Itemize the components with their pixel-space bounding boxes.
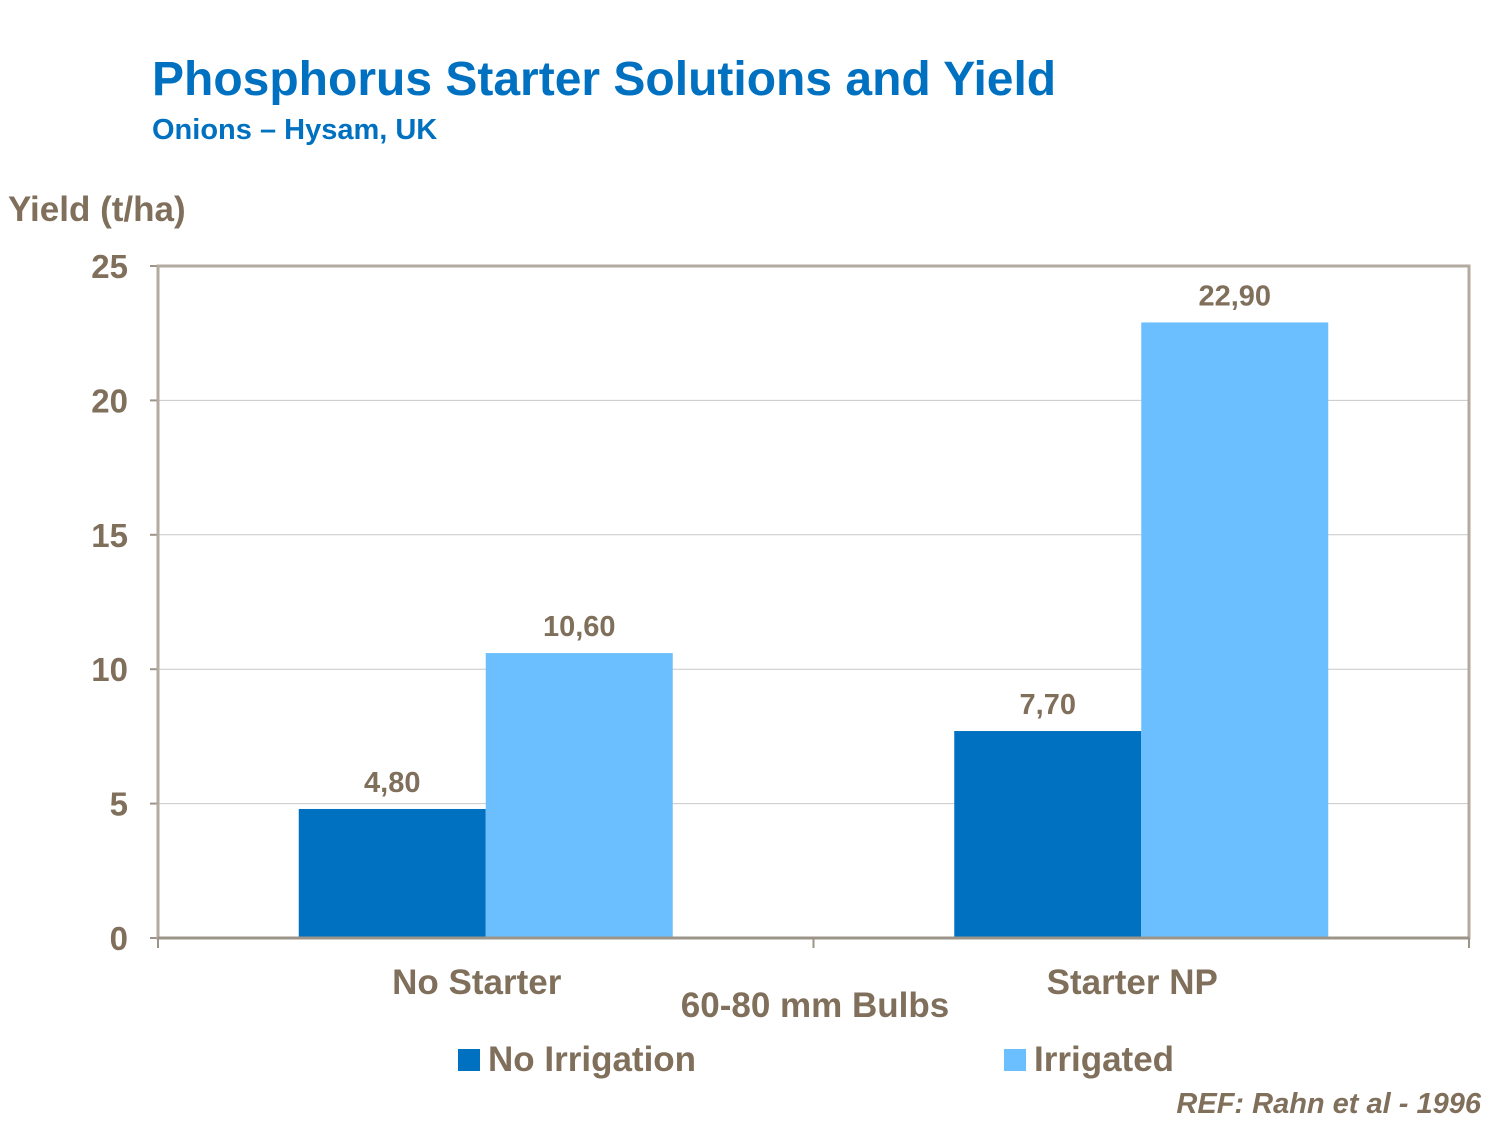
legend-swatch-no-irrigation: [458, 1049, 480, 1071]
data-label: 7,70: [1020, 689, 1076, 721]
y-tick-label: 5: [110, 786, 128, 823]
reference-text: : Rahn et al - 1996: [1234, 1088, 1481, 1120]
y-tick-label: 10: [91, 651, 128, 688]
bar-0-1: [954, 731, 1142, 938]
reference-note: REF: Rahn et al - 1996: [1176, 1088, 1481, 1121]
chart-title: Phosphorus Starter Solutions and Yield: [152, 53, 1057, 106]
y-tick-label: 0: [110, 920, 128, 957]
x-axis-label: 60-80 mm Bulbs: [680, 986, 950, 1025]
reference-prefix: REF: [1176, 1088, 1235, 1120]
y-tick-label: 20: [91, 382, 128, 419]
legend-label-irrigated: Irrigated: [1034, 1040, 1175, 1079]
category-label: Starter NP: [1047, 963, 1218, 1002]
bar-0-0: [298, 808, 486, 938]
category-label: No Starter: [392, 963, 562, 1002]
legend-item-no-irrigation: No Irrigation: [458, 1040, 696, 1080]
data-label: 10,60: [543, 611, 616, 643]
data-label: 22,90: [1198, 280, 1271, 312]
bar-1-1: [1141, 322, 1329, 938]
chart-subtitle: Onions – Hysam, UK: [152, 114, 438, 146]
legend-swatch-irrigated: [1004, 1049, 1026, 1071]
data-label: 4,80: [364, 767, 420, 799]
y-axis-label: Yield (t/ha): [8, 190, 186, 229]
bar-1-0: [485, 653, 673, 938]
legend-item-irrigated: Irrigated: [1004, 1040, 1174, 1080]
legend-label-no-irrigation: No Irrigation: [488, 1040, 697, 1079]
y-tick-label: 25: [91, 248, 128, 285]
y-tick-label: 15: [91, 517, 128, 554]
